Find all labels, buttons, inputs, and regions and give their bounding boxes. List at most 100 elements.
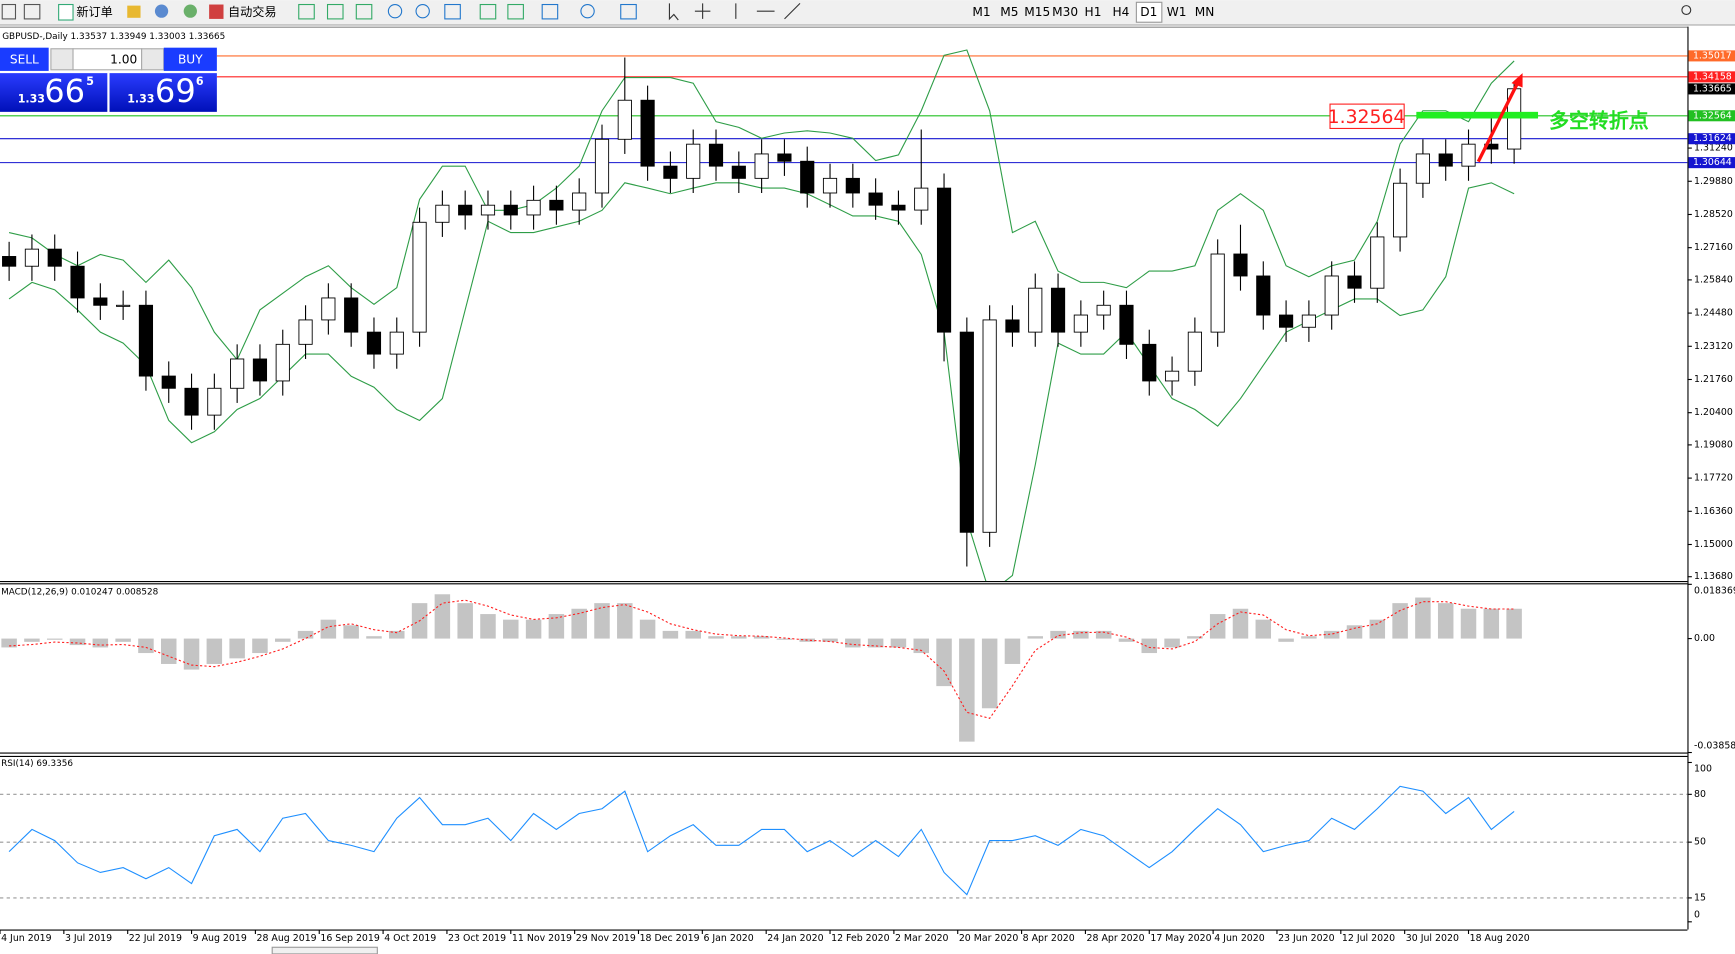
new-order-icon[interactable]	[58, 3, 74, 21]
candle-body	[252, 358, 268, 382]
icon[interactable]	[620, 3, 637, 20]
candle-body	[1119, 304, 1134, 345]
macd-bar	[320, 619, 337, 639]
macd-bar	[1164, 638, 1180, 648]
macd-bar	[685, 630, 701, 639]
candle-body	[1028, 287, 1043, 333]
icon[interactable]	[326, 3, 344, 20]
icon[interactable]	[444, 3, 461, 20]
macd-bar	[389, 630, 405, 639]
icon[interactable]	[580, 3, 595, 19]
icon[interactable]	[127, 5, 141, 18]
timeframe-button[interactable]: H4	[1112, 5, 1129, 19]
ask-prefix[interactable]: 1.33	[127, 93, 154, 106]
trend-arrow-head	[1511, 73, 1523, 88]
selected-timeframe	[1135, 1, 1163, 23]
level-price-tag	[1688, 157, 1735, 169]
timeframe-button[interactable]: H1	[1085, 5, 1102, 19]
price-panel	[0, 49, 1688, 582]
chart-tab[interactable]	[271, 946, 378, 954]
timeframe-button[interactable]: M15	[1024, 5, 1050, 19]
candle-body	[116, 304, 131, 307]
macd-bar	[867, 638, 884, 648]
timeframe-button[interactable]: M1	[972, 5, 990, 19]
x-tick-label: 28 Aug 2019	[256, 933, 316, 944]
auto-trading-button[interactable]: 自动交易	[228, 4, 277, 19]
macd-bar	[1232, 608, 1249, 639]
x-tick-label: 30 Jul 2020	[1406, 933, 1459, 944]
bid-prefix[interactable]: 1.33	[18, 93, 45, 106]
lot-input[interactable]: 1.00	[110, 52, 137, 66]
macd-bar	[434, 594, 451, 639]
timeframe-button[interactable]: MN	[1195, 5, 1215, 19]
lot-up[interactable]	[141, 48, 165, 71]
new-order-button[interactable]: 新订单	[76, 4, 112, 19]
macd-bar	[275, 638, 291, 642]
candle-body	[1164, 370, 1180, 382]
candle-body	[1210, 253, 1225, 333]
icon[interactable]	[183, 4, 197, 18]
y-tick-label: 1.25840	[1694, 274, 1733, 285]
macd-signal	[9, 599, 1515, 719]
macd-bar	[1050, 630, 1066, 639]
candle-body	[207, 387, 222, 416]
icon[interactable]	[23, 3, 41, 20]
y-tick-label: -0.038585	[1694, 740, 1735, 751]
timeframe-button[interactable]: W1	[1167, 5, 1187, 19]
sell-label[interactable]: SELL	[10, 52, 39, 66]
icon[interactable]	[154, 4, 169, 18]
bid-box[interactable]	[0, 73, 108, 112]
icon[interactable]	[507, 3, 524, 20]
macd-bar	[1027, 636, 1044, 639]
turning-point-label: 多空转折点	[1549, 108, 1649, 132]
icon[interactable]	[415, 3, 430, 19]
macd-bar	[594, 603, 610, 639]
candle-body	[1187, 331, 1202, 372]
lot-down[interactable]	[50, 48, 74, 71]
icon[interactable]	[541, 3, 559, 20]
y-tick-label: 1.20400	[1694, 407, 1733, 418]
buy-button[interactable]	[163, 47, 217, 71]
icon[interactable]	[1, 3, 17, 20]
candle-body	[1233, 253, 1248, 277]
macd-title: MACD(12,26,9) 0.010247 0.008528	[1, 588, 159, 598]
timeframe-button[interactable]: D1	[1140, 5, 1157, 19]
candle-body	[480, 204, 496, 216]
ask-pips[interactable]: 69	[155, 72, 196, 110]
icon[interactable]	[298, 3, 315, 20]
level-price-tag	[1688, 133, 1735, 145]
sell-button[interactable]	[0, 47, 49, 71]
x-tick-label: 23 Jun 2020	[1278, 933, 1335, 944]
macd-bar	[206, 638, 223, 664]
candle-body	[1142, 343, 1157, 382]
macd-bar	[662, 630, 679, 639]
icon[interactable]	[668, 3, 679, 21]
search-icon[interactable]	[1681, 5, 1692, 16]
x-tick-label: 16 Sep 2019	[320, 933, 380, 944]
icon[interactable]	[735, 3, 801, 20]
icon[interactable]	[355, 3, 373, 20]
x-tick-label: 12 Feb 2020	[831, 933, 889, 944]
timeframe-button[interactable]: M5	[1000, 5, 1018, 19]
bid-pips[interactable]: 66	[44, 72, 85, 110]
candle-body	[845, 177, 860, 194]
x-tick-label: 12 Jul 2020	[1342, 933, 1395, 944]
candle-body	[617, 99, 632, 140]
bid-point[interactable]: 5	[86, 75, 94, 88]
x-tick-label: 3 Jul 2019	[65, 933, 112, 944]
auto-trading-icon[interactable]	[209, 4, 224, 19]
candle-body	[366, 331, 382, 355]
icon[interactable]	[479, 3, 497, 20]
ask-point[interactable]: 6	[196, 75, 204, 88]
icon[interactable]	[694, 3, 711, 19]
timeframe-button[interactable]: M30	[1052, 5, 1078, 19]
x-tick-label: 18 Aug 2020	[1470, 933, 1530, 944]
icon[interactable]	[387, 3, 403, 19]
buy-label[interactable]: BUY	[178, 52, 203, 66]
ask-box[interactable]	[109, 73, 217, 112]
x-tick-label: 4 Jun 2019	[1, 933, 52, 944]
candle-body	[275, 343, 290, 382]
macd-bar	[936, 638, 952, 687]
macd-bar	[525, 619, 542, 639]
macd-bar	[183, 638, 200, 670]
